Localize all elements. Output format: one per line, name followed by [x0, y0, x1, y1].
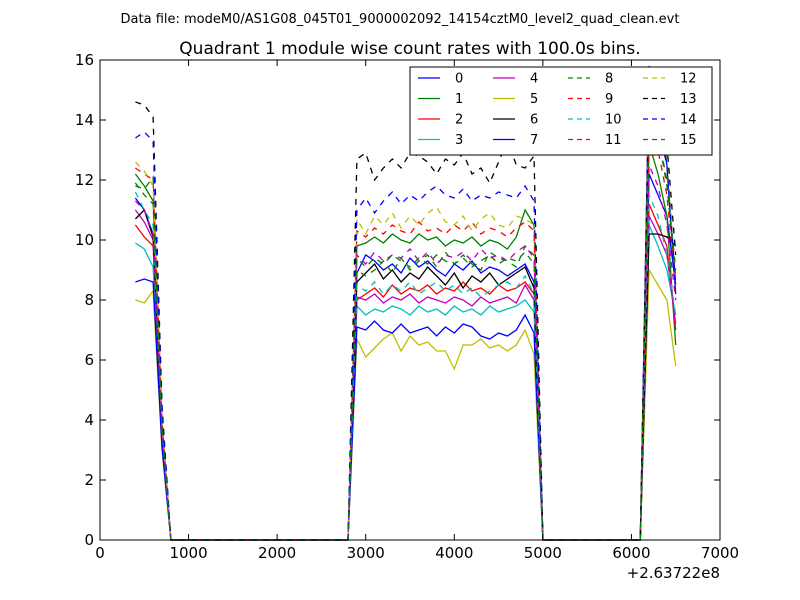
series-line-15: [134, 104, 677, 541]
series-line-4: [134, 209, 677, 541]
legend-label-1: 1: [455, 92, 463, 107]
legend-label-2: 2: [455, 113, 463, 128]
series-line-5: [135, 267, 677, 541]
series-line-1: [134, 143, 677, 541]
y-tick-label: 0: [84, 531, 94, 549]
series-line-3: [135, 224, 677, 541]
legend-label-4: 4: [530, 72, 538, 87]
plot-area: [99, 59, 721, 541]
y-tick-label: 14: [75, 111, 94, 129]
x-tick-label: 1000: [169, 544, 207, 562]
series-line-14: [135, 95, 677, 541]
x-tick-label: 0: [95, 544, 105, 562]
legend-label-3: 3: [455, 133, 463, 148]
series-line-0: [134, 173, 677, 541]
x-axis: 0 1000 2000 3000 4000 5000 6000 7000: [95, 60, 739, 562]
legend-label-12: 12: [680, 72, 697, 87]
x-tick-label: 4000: [435, 544, 473, 562]
legend-label-15: 15: [680, 133, 697, 148]
legend-label-7: 7: [530, 133, 538, 148]
x-tick-label: 3000: [347, 544, 385, 562]
x-tick-label: 5000: [524, 544, 562, 562]
legend-label-13: 13: [680, 92, 697, 107]
y-tick-label: 16: [75, 51, 94, 69]
legend-label-8: 8: [605, 72, 613, 87]
series-line-10: [134, 191, 677, 541]
legend-label-9: 9: [605, 92, 613, 107]
y-tick-label: 4: [84, 411, 94, 429]
legend-label-0: 0: [455, 72, 463, 87]
x-tick-label: 2000: [258, 544, 296, 562]
legend-label-5: 5: [530, 92, 538, 107]
legend-label-6: 6: [530, 113, 538, 128]
series-line-6: [134, 208, 677, 541]
y-tick-label: 6: [84, 351, 94, 369]
y-tick-label: 12: [75, 171, 94, 189]
chart-title: Quadrant 1 module wise count rates with …: [179, 39, 640, 59]
x-axis-offset-label: +2.63722e8: [627, 564, 720, 582]
legend-label-11: 11: [605, 133, 622, 148]
series-line-2: [134, 203, 677, 541]
series-line-9: [135, 132, 677, 541]
series-line-8: [135, 117, 677, 541]
legend-label-10: 10: [605, 113, 622, 128]
y-tick-label: 2: [84, 471, 94, 489]
y-tick-label: 8: [84, 291, 94, 309]
y-tick-label: 10: [75, 231, 94, 249]
x-tick-label: 6000: [612, 544, 650, 562]
x-tick-label: 7000: [701, 544, 739, 562]
figure-suptitle: Data file: modeM0/AS1G08_045T01_90000020…: [121, 12, 680, 27]
legend-box: [409, 66, 713, 156]
legend-label-14: 14: [680, 113, 697, 128]
